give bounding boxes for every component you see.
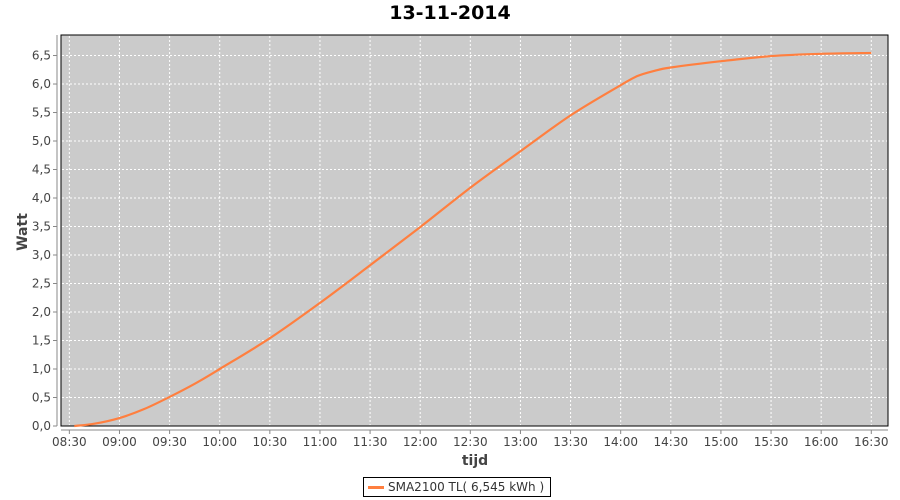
x-tick-label: 13:00 — [503, 435, 538, 449]
legend: SMA2100 TL( 6,545 kWh ) — [363, 477, 552, 497]
x-tick-label: 09:30 — [152, 435, 187, 449]
x-tick-label: 16:00 — [804, 435, 839, 449]
y-tick-label: 5,0 — [32, 134, 51, 148]
x-tick-label: 15:00 — [704, 435, 739, 449]
y-tick-label: 6,0 — [32, 77, 51, 91]
y-tick-label: 5,5 — [32, 106, 51, 120]
x-tick-label: 14:30 — [654, 435, 689, 449]
y-tick-label: 4,5 — [32, 163, 51, 177]
series-layer — [74, 51, 872, 428]
x-tick-label: 10:30 — [253, 435, 288, 449]
x-tick-label: 12:00 — [403, 435, 438, 449]
y-tick-label: 0,5 — [32, 391, 51, 405]
x-tick-label: 12:30 — [453, 435, 488, 449]
legend-swatch — [368, 485, 384, 489]
gridlines — [62, 36, 887, 425]
series-line — [74, 51, 872, 428]
y-tick-label: 2,5 — [32, 277, 51, 291]
y-tick-label: 1,0 — [32, 362, 51, 376]
legend-label: SMA2100 TL( 6,545 kWh ) — [388, 480, 545, 494]
chart-title: 13-11-2014 — [389, 2, 511, 24]
x-tick-label: 14:00 — [603, 435, 638, 449]
y-tick-label: 3,0 — [32, 248, 51, 262]
x-tick-label: 11:00 — [303, 435, 338, 449]
x-tick-label: 15:30 — [754, 435, 789, 449]
y-tick-label: 1,5 — [32, 334, 51, 348]
x-tick-label: 09:00 — [102, 435, 137, 449]
x-tick-label: 13:30 — [553, 435, 588, 449]
y-tick-label: 4,0 — [32, 191, 51, 205]
y-tick-label: 6,5 — [32, 49, 51, 63]
plot-area — [60, 34, 889, 427]
y-tick-label: 0,0 — [32, 419, 51, 433]
y-tick-label: 2,0 — [32, 305, 51, 319]
x-tick-label: 11:30 — [353, 435, 388, 449]
y-tick-label: 3,5 — [32, 220, 51, 234]
x-tick-label: 08:30 — [52, 435, 87, 449]
x-tick-label: 16:30 — [854, 435, 889, 449]
x-tick-label: 10:00 — [202, 435, 237, 449]
x-axis-label: tijd — [462, 453, 488, 469]
y-axis-label: Watt — [15, 213, 31, 251]
axes: 08:30 09:00 09:30 10:00 10:30 11:00 11:30 12:00… — [32, 35, 889, 449]
